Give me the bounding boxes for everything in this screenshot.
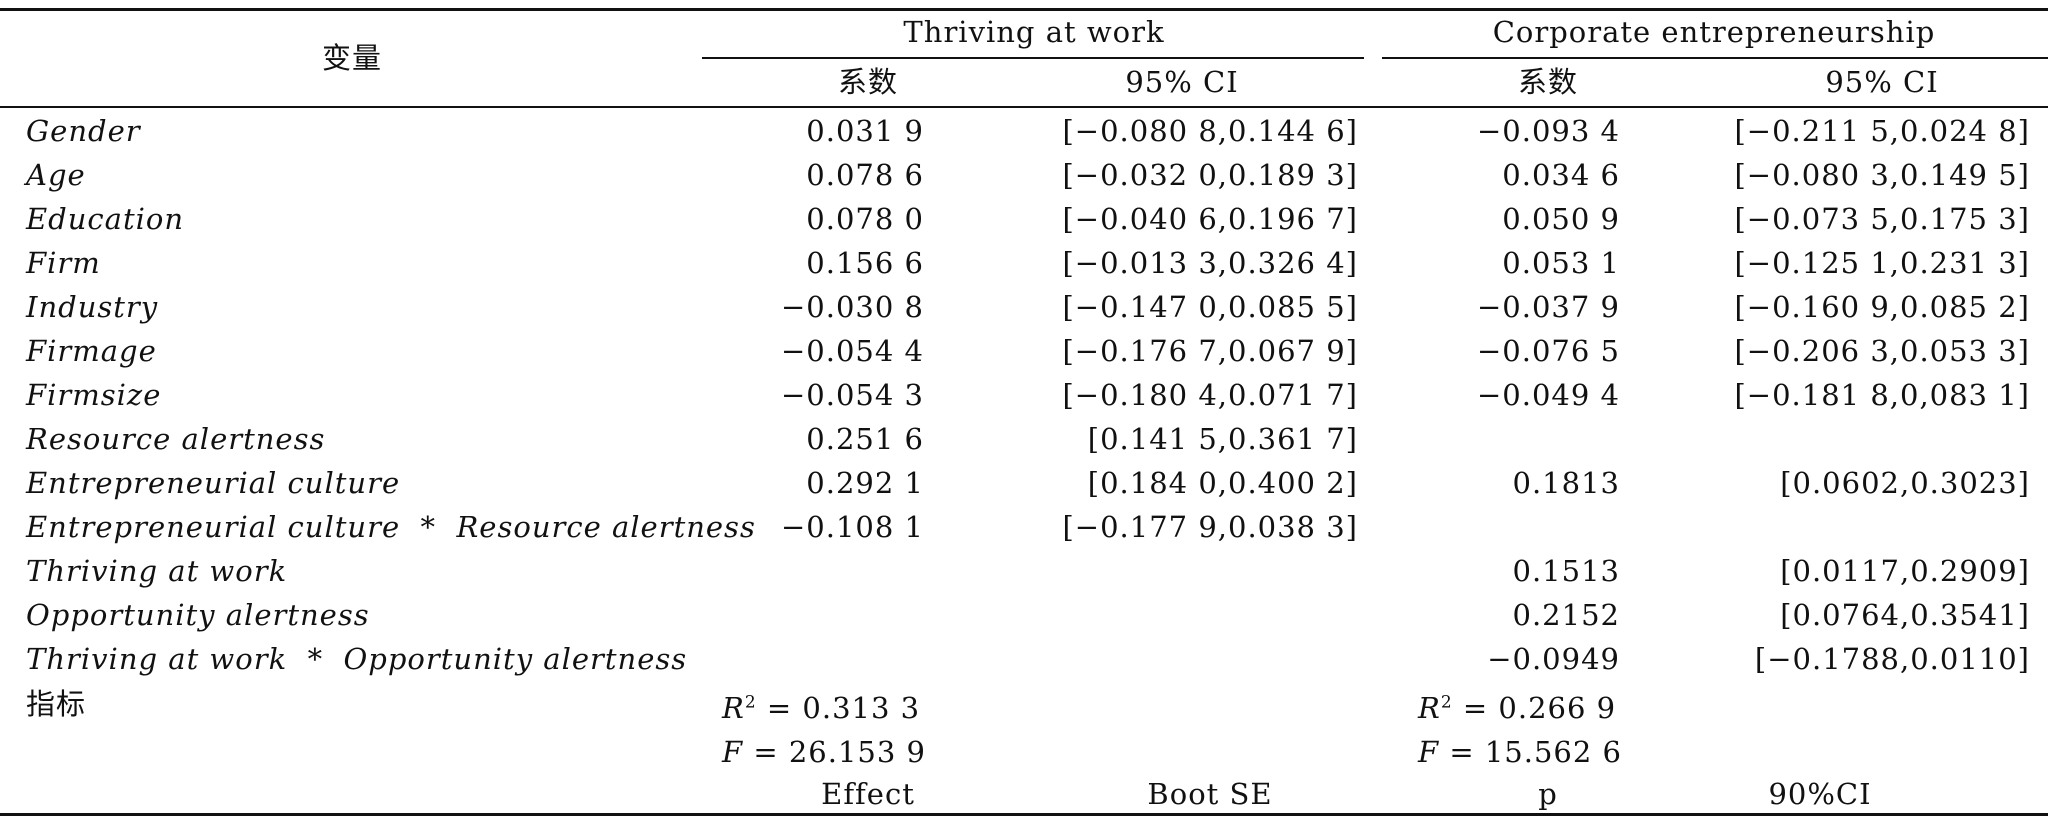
r-squared-value: = 0.313 3 [766, 691, 921, 725]
row-label: Industry [26, 290, 159, 324]
r-letter: R [722, 691, 745, 725]
ci-thriving: [−0.176 7,0.067 9] [1062, 334, 1358, 368]
ci-thriving: [0.184 0,0.400 2] [1087, 466, 1358, 500]
coef-corporate: 0.1813 [1512, 466, 1620, 500]
footer-effect: Effect [821, 777, 915, 811]
top-rule [0, 8, 2048, 11]
ci-corporate: [−0.080 3,0.149 5] [1734, 158, 2030, 192]
row-label: Opportunity alertness [26, 598, 370, 632]
row-label: Education [26, 202, 185, 236]
coef-corporate: −0.037 9 [1477, 290, 1620, 324]
coef-corporate: 0.053 1 [1502, 246, 1620, 280]
coef-thriving: −0.108 1 [781, 510, 924, 544]
coef-thriving: 0.156 6 [806, 246, 924, 280]
ci-corporate: [−0.1788,0.0110] [1754, 642, 2030, 676]
coef-thriving: 0.078 6 [806, 158, 924, 192]
f-value: = 15.562 6 [1449, 735, 1623, 769]
ci-thriving: [0.141 5,0.361 7] [1087, 422, 1358, 456]
ci-corporate: [−0.181 8,0,083 1] [1734, 378, 2030, 412]
group-header-corporate: Corporate entrepreneurship [1492, 15, 1936, 49]
coef-corporate: −0.093 4 [1477, 114, 1620, 148]
coef-corporate: 0.2152 [1512, 598, 1620, 632]
coef-corporate: −0.0949 [1487, 642, 1620, 676]
coef-thriving: −0.054 4 [781, 334, 924, 368]
coef-corporate: 0.1513 [1512, 554, 1620, 588]
r-squared-value: = 0.266 9 [1462, 691, 1617, 725]
row-label: Age [26, 158, 86, 192]
r-letter: R [1418, 691, 1441, 725]
group1-underline [702, 57, 1364, 59]
coef-corporate: −0.076 5 [1477, 334, 1620, 368]
ci-thriving: [−0.040 6,0.196 7] [1062, 202, 1358, 236]
coef-thriving: 0.031 9 [806, 114, 924, 148]
ci-thriving: [−0.032 0,0.189 3] [1062, 158, 1358, 192]
coef-corporate: 0.034 6 [1502, 158, 1620, 192]
ci-thriving: [−0.180 4,0.071 7] [1062, 378, 1358, 412]
row-label: Firmage [26, 334, 157, 368]
ci-corporate: [−0.211 5,0.024 8] [1734, 114, 2030, 148]
coef-corporate: 0.050 9 [1502, 202, 1620, 236]
r-superscript: 2 [1440, 692, 1453, 713]
ci-corporate: [−0.125 1,0.231 3] [1734, 246, 2030, 280]
ci-header-2: 95% CI [1825, 65, 1939, 99]
coef-thriving: −0.030 8 [781, 290, 924, 324]
bottom-rule [0, 813, 2048, 816]
ci-thriving: [−0.080 8,0.144 6] [1062, 114, 1358, 148]
r-squared-corporate: R2 = 0.266 9 [1418, 690, 1616, 726]
row-label: Firm [26, 246, 101, 280]
coef-thriving: 0.251 6 [806, 422, 924, 456]
coef-header-1: 系数 [837, 65, 899, 99]
coef-thriving: 0.292 1 [806, 466, 924, 500]
coef-corporate: −0.049 4 [1477, 378, 1620, 412]
f-stat-thriving: F = 26.153 9 [722, 734, 926, 770]
group2-underline [1382, 57, 2048, 59]
f-letter: F [1418, 735, 1440, 769]
ci-corporate: [−0.073 5,0.175 3] [1734, 202, 2030, 236]
ci-thriving: [−0.013 3,0.326 4] [1062, 246, 1358, 280]
ci-corporate: [0.0117,0.2909] [1780, 554, 2030, 588]
f-value: = 26.153 9 [753, 735, 927, 769]
indicator-label: 指标 [26, 687, 87, 721]
row-label: Firmsize [26, 378, 162, 412]
row-label: Thriving at work * Opportunity alertness [26, 642, 688, 676]
ci-thriving: [−0.177 9,0.038 3] [1062, 510, 1358, 544]
r-superscript: 2 [744, 692, 757, 713]
footer-p: p [1538, 777, 1558, 811]
ci-thriving: [−0.147 0,0.085 5] [1062, 290, 1358, 324]
row-label: Entrepreneurial culture * Resource alert… [26, 510, 756, 544]
footer-boot-se: Boot SE [1147, 777, 1273, 811]
footer-ci90: 90%CI [1768, 777, 1872, 811]
variable-header: 变量 [321, 41, 383, 75]
ci-corporate: [−0.160 9,0.085 2] [1734, 290, 2030, 324]
coef-thriving: −0.054 3 [781, 378, 924, 412]
r-squared-thriving: R2 = 0.313 3 [722, 690, 920, 726]
f-stat-corporate: F = 15.562 6 [1418, 734, 1622, 770]
header-bottom-rule [0, 106, 2048, 108]
ci-corporate: [−0.206 3,0.053 3] [1734, 334, 2030, 368]
row-label: Thriving at work [26, 554, 288, 588]
f-letter: F [722, 735, 744, 769]
row-label: Gender [26, 114, 141, 148]
coef-thriving: 0.078 0 [806, 202, 924, 236]
ci-header-1: 95% CI [1125, 65, 1239, 99]
row-label: Entrepreneurial culture [26, 466, 401, 500]
ci-corporate: [0.0764,0.3541] [1780, 598, 2030, 632]
coef-header-2: 系数 [1517, 65, 1579, 99]
row-label: Resource alertness [26, 422, 326, 456]
ci-corporate: [0.0602,0.3023] [1780, 466, 2030, 500]
group-header-thriving: Thriving at work [903, 15, 1165, 49]
